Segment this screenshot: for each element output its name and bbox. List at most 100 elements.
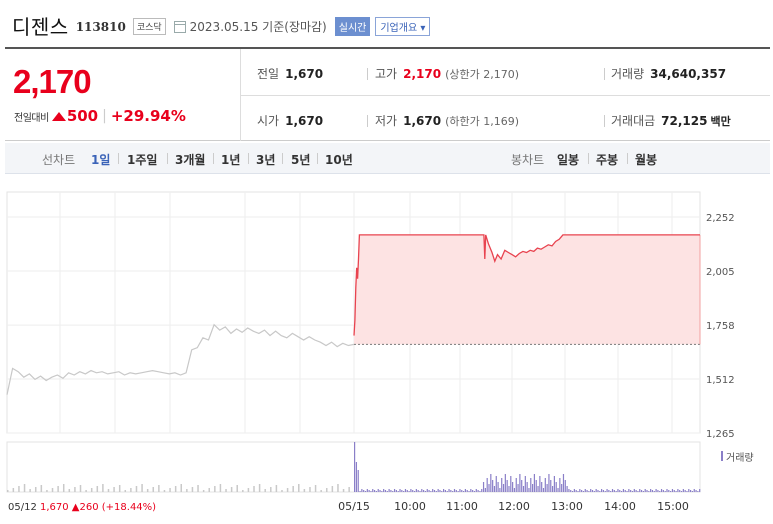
volume-bar xyxy=(470,489,472,492)
volume-frame xyxy=(6,441,701,493)
volume-bar xyxy=(348,487,350,492)
volume-bar xyxy=(655,489,657,492)
volume-bar xyxy=(599,491,601,492)
volume-bar xyxy=(309,487,311,492)
divider xyxy=(118,153,119,164)
volume-bar xyxy=(68,489,71,492)
candle-chart-label: 봉차트 xyxy=(511,153,545,167)
volume-bar xyxy=(23,484,26,492)
volume-bar xyxy=(502,484,505,492)
volume-bar xyxy=(512,482,514,492)
volume-bar xyxy=(412,490,414,492)
period-1y[interactable]: 1년 xyxy=(221,153,241,167)
prev-day-label: 05/12 1,670 ▲260 (+18.44%) xyxy=(8,502,156,513)
candle-weekly[interactable]: 주봉 xyxy=(596,153,619,167)
volume-bar xyxy=(493,486,496,492)
market-badge: 코스닥 xyxy=(132,18,166,35)
volume-bar xyxy=(404,489,407,492)
volume-bar xyxy=(581,490,583,492)
volume-bar xyxy=(355,462,358,492)
volume-bar xyxy=(504,474,506,492)
volume-bar xyxy=(561,484,563,492)
volume-bar xyxy=(530,478,532,492)
volume-bar xyxy=(682,489,684,492)
volume-bar xyxy=(392,491,394,492)
volume-bar xyxy=(384,490,387,492)
x-tick-label: 14:00 xyxy=(604,500,636,513)
volume-bar xyxy=(191,487,194,492)
volume-bar xyxy=(492,480,494,492)
volume-bar xyxy=(292,486,294,492)
volume-bar xyxy=(490,474,492,492)
volume-bar xyxy=(631,491,634,492)
volume-bar xyxy=(579,489,581,492)
volume-bar xyxy=(452,491,454,492)
period-3m[interactable]: 3개월 xyxy=(175,153,206,167)
realtime-button[interactable]: 실시간 xyxy=(334,17,371,36)
volume-bar xyxy=(366,489,368,492)
volume-bar xyxy=(582,491,585,492)
volume-bar xyxy=(410,489,412,492)
volume-bar xyxy=(519,474,521,492)
volume-bar xyxy=(230,487,233,492)
volume-bar xyxy=(146,489,149,492)
candle-daily[interactable]: 일봉 xyxy=(557,153,580,167)
divider xyxy=(367,68,368,80)
volume-bar xyxy=(430,491,432,492)
low-price: 저가 1,670 (하한가 1,169) xyxy=(375,112,519,129)
volume-bar xyxy=(657,490,659,492)
period-1d[interactable]: 1일 xyxy=(91,153,111,167)
volume-bar xyxy=(670,491,672,492)
volume-bar xyxy=(393,489,396,492)
volume-bar xyxy=(630,490,632,492)
period-10y[interactable]: 10년 xyxy=(325,153,353,167)
volume-bar xyxy=(433,490,436,492)
volume-bar xyxy=(601,489,603,492)
volume-bar xyxy=(428,490,430,492)
volume-bar xyxy=(526,482,528,492)
volume-bar xyxy=(479,491,481,492)
volume-bar xyxy=(270,487,272,492)
y-tick-label: 2,252 xyxy=(706,213,735,224)
volume-bar xyxy=(242,490,244,492)
divider xyxy=(317,153,318,164)
volume-bar xyxy=(635,490,637,492)
volume-bar xyxy=(637,491,639,492)
volume-bar xyxy=(370,491,372,492)
volume-bar xyxy=(113,487,115,492)
period-5y[interactable]: 5년 xyxy=(291,153,311,167)
volume-bar xyxy=(158,485,160,492)
volume-bar xyxy=(388,489,390,492)
volume-bar xyxy=(484,488,486,492)
volume-bar xyxy=(555,482,557,492)
volume-bar xyxy=(180,484,182,492)
volume-bar xyxy=(633,489,635,492)
volume-bar xyxy=(197,485,199,492)
candle-monthly[interactable]: 월봉 xyxy=(635,153,658,167)
volume-bar xyxy=(688,489,690,492)
calendar-icon xyxy=(173,20,186,33)
volume-bar xyxy=(517,484,519,492)
company-overview-dropdown[interactable]: 기업개요 ▾ xyxy=(375,17,431,36)
volume-bar xyxy=(499,488,501,492)
volume-bar xyxy=(455,490,457,492)
volume-bar xyxy=(666,489,668,492)
volume-bar xyxy=(619,490,621,492)
volume-bar xyxy=(379,490,381,492)
period-1w[interactable]: 1주일 xyxy=(127,153,158,167)
volume-bar xyxy=(90,488,93,492)
up-arrow-icon xyxy=(51,111,66,121)
volume-bar xyxy=(542,488,545,492)
period-3y[interactable]: 3년 xyxy=(256,153,276,167)
high-value: 2,170 xyxy=(403,67,442,81)
volume-bar xyxy=(566,486,568,492)
volume-bar xyxy=(533,474,536,492)
volume-bar xyxy=(697,491,699,492)
volume-bar xyxy=(446,491,448,492)
volume-bar xyxy=(615,491,617,492)
volume-bar xyxy=(419,491,421,492)
change-percent: +29.94% xyxy=(110,107,186,125)
volume-bar xyxy=(298,484,300,492)
volume-bar xyxy=(40,485,43,492)
volume-bar xyxy=(673,490,675,492)
